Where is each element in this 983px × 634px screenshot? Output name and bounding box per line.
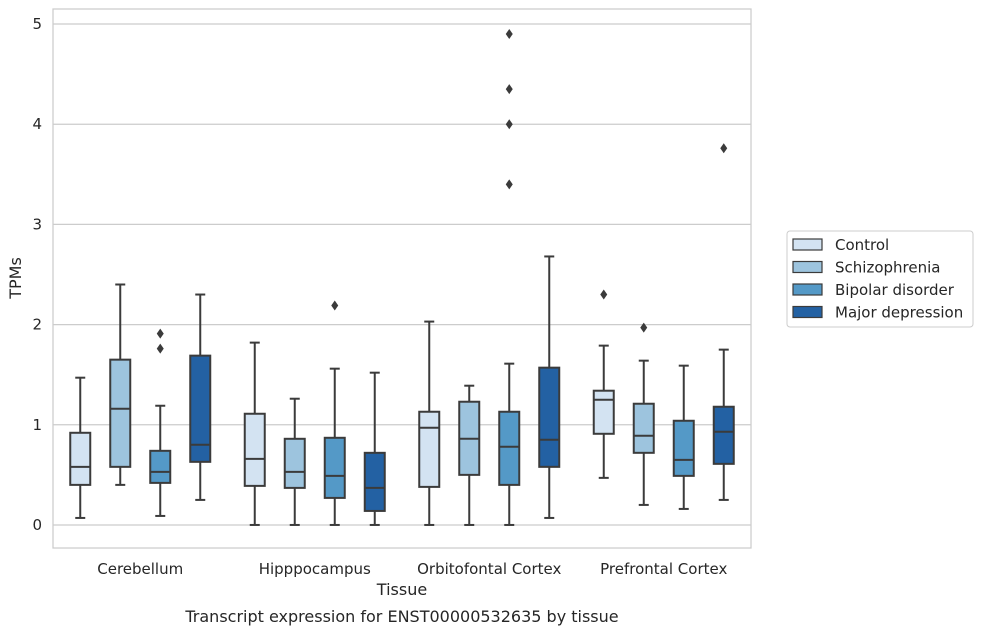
box-body [363, 451, 386, 512]
outlier-point [505, 84, 513, 95]
y-tick-label: 4 [32, 115, 42, 133]
y-tick-label: 3 [32, 215, 42, 233]
y-tick-label: 1 [32, 416, 42, 434]
x-axis-label: Tissue [376, 580, 427, 599]
y-tick-label: 2 [32, 316, 42, 334]
x-tick-labels: Cerebellum Hipppocampus Orbitofontal Corte… [97, 560, 727, 578]
legend: Control Schizophrenia Bipolar disorder Majo… [786, 230, 974, 328]
box-major-depression [712, 143, 735, 501]
box-body [592, 389, 615, 435]
box-schizophrenia [458, 384, 481, 526]
box-body [109, 358, 132, 468]
legend-swatch [792, 283, 823, 296]
box-body [283, 437, 306, 489]
legend-label: Major depression [835, 304, 963, 322]
outlier-point [640, 322, 648, 333]
box-schizophrenia [109, 283, 132, 486]
y-tick-labels: 0 1 2 3 4 5 [32, 15, 42, 534]
box-body [189, 354, 212, 463]
box-schizophrenia [632, 322, 655, 506]
figure-caption: Transcript expression for ENST0000053263… [184, 607, 618, 626]
x-tick-label: Hipppocampus [259, 560, 371, 578]
outlier-point [600, 289, 608, 300]
box-bipolar-disorder [149, 328, 172, 517]
y-axis-label: TPMs [6, 257, 25, 300]
legend-items: Control Schizophrenia Bipolar disorder Majo… [792, 236, 963, 322]
box-major-depression [363, 371, 386, 526]
box-body [632, 402, 655, 454]
outlier-point [156, 328, 164, 339]
box-body [418, 410, 441, 488]
outlier-point [331, 300, 339, 311]
plot-frame [52, 8, 752, 549]
box-body [672, 419, 695, 477]
box-body [323, 436, 346, 499]
box-schizophrenia [283, 397, 306, 526]
box-major-depression [538, 255, 561, 519]
box-control [418, 320, 441, 526]
legend-swatch [792, 260, 823, 274]
box-body [498, 410, 521, 486]
box-body [149, 449, 172, 484]
outlier-point [720, 143, 728, 154]
legend-label: Bipolar disorder [835, 281, 955, 299]
box-bipolar-disorder [323, 300, 346, 526]
box-body [538, 366, 561, 468]
box-body [243, 412, 266, 487]
legend-label: Schizophrenia [835, 259, 940, 277]
outlier-point [505, 179, 513, 190]
x-tick-label: Orbitofontal Cortex [417, 560, 561, 578]
legend-label: Control [835, 236, 889, 254]
box-groups [69, 29, 735, 526]
outlier-point [505, 29, 513, 40]
outlier-point [156, 343, 164, 354]
box-body [69, 431, 92, 486]
x-tick-label: Prefrontal Cortex [600, 560, 727, 578]
box-control [243, 341, 266, 526]
box-control [592, 289, 615, 479]
box-major-depression [189, 293, 212, 501]
x-tick-label: Cerebellum [97, 560, 183, 578]
legend-frame [786, 230, 974, 328]
legend-swatch [792, 238, 823, 251]
box-bipolar-disorder [672, 364, 695, 510]
box-bipolar-disorder [498, 29, 521, 526]
box-body [712, 405, 735, 465]
grid-lines [53, 23, 751, 526]
y-tick-label: 0 [32, 516, 42, 534]
y-tick-label: 5 [32, 15, 42, 33]
outlier-point [505, 119, 513, 130]
box-control [69, 376, 92, 519]
legend-swatch [792, 305, 823, 319]
